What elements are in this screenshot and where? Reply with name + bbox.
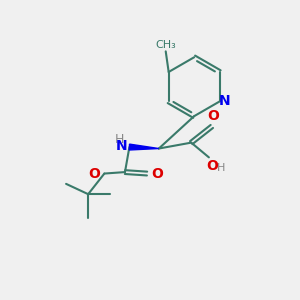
- Polygon shape: [129, 144, 159, 150]
- Text: O: O: [152, 167, 163, 181]
- Text: N: N: [116, 139, 127, 153]
- Text: CH₃: CH₃: [155, 40, 176, 50]
- Text: O: O: [206, 159, 218, 173]
- Text: O: O: [207, 109, 219, 123]
- Text: O: O: [88, 167, 100, 181]
- Text: N: N: [219, 94, 231, 108]
- Text: H: H: [217, 163, 225, 173]
- Text: H: H: [114, 133, 124, 146]
